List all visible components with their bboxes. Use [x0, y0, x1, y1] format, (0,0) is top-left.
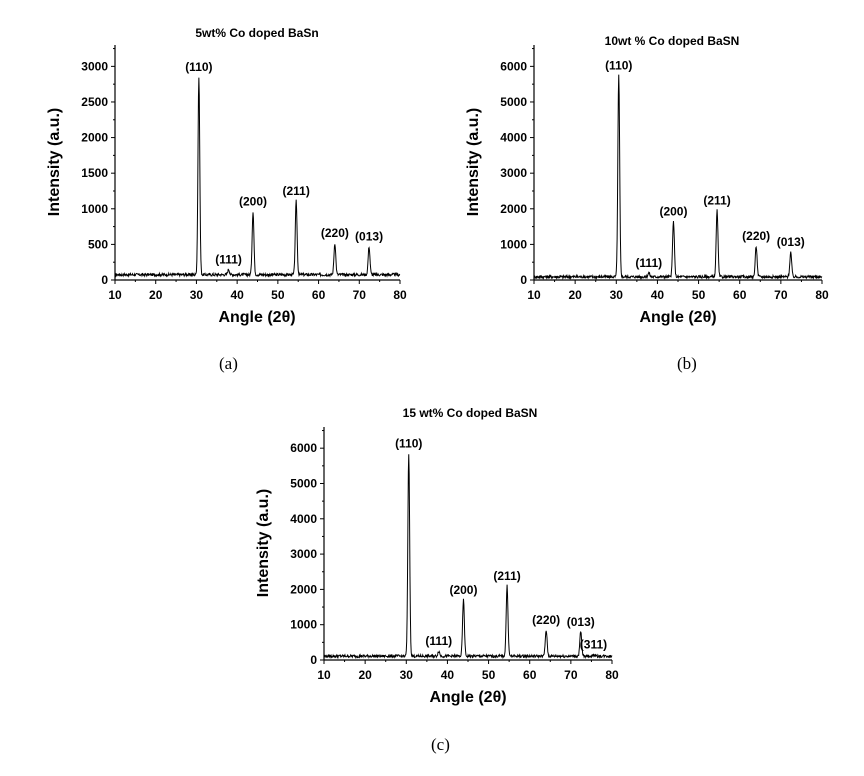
- y-tick-label: 5000: [290, 476, 317, 490]
- y-tick-label: 4000: [500, 131, 527, 145]
- peak-label: (111): [425, 634, 452, 648]
- y-tick-label: 0: [520, 273, 527, 287]
- chart-title: 15 wt% Co doped BaSN: [403, 406, 538, 420]
- chart-panel-c: 15 wt% Co doped BaSN Angle (2θ) Intensit…: [255, 406, 619, 706]
- peak-label: (013): [355, 230, 383, 244]
- x-tick-label: 30: [190, 288, 204, 302]
- peak-label: (110): [185, 60, 212, 74]
- peak-label: (111): [215, 252, 242, 266]
- y-tick-label: 2000: [81, 131, 108, 145]
- x-tick-label: 50: [692, 288, 706, 302]
- x-tick-label: 70: [774, 288, 788, 302]
- y-tick-label: 1500: [81, 166, 108, 180]
- x-tick-label: 50: [482, 668, 496, 682]
- x-tick-label: 80: [605, 668, 619, 682]
- y-tick-label: 1000: [500, 237, 527, 251]
- x-tick-label: 60: [733, 288, 747, 302]
- chart-panel-b: 10wt % Co doped BaSN Angle (2θ) Intensit…: [465, 34, 829, 326]
- x-tick-label: 80: [815, 288, 829, 302]
- x-tick-label: 20: [149, 288, 163, 302]
- peak-label: (013): [567, 615, 595, 629]
- chart-panel-a: 5wt% Co doped BaSn Angle (2θ) Intensity …: [46, 26, 407, 326]
- peak-label: (220): [532, 613, 560, 627]
- y-tick-label: 500: [88, 237, 108, 251]
- panel-label-c: (c): [431, 735, 450, 754]
- peak-label: (013): [777, 235, 805, 249]
- x-tick-label: 60: [312, 288, 326, 302]
- x-tick-label: 80: [393, 288, 407, 302]
- x-tick-label: 30: [610, 288, 624, 302]
- y-tick-label: 6000: [500, 59, 527, 73]
- x-tick-label: 20: [358, 668, 372, 682]
- x-tick-label: 40: [441, 668, 455, 682]
- peak-label: (211): [703, 194, 730, 208]
- x-tick-label: 30: [400, 668, 414, 682]
- y-axis-label: Intensity (a.u.): [46, 108, 63, 216]
- x-axis-label: Angle (2θ): [218, 309, 295, 326]
- y-tick-label: 2000: [500, 202, 527, 216]
- y-tick-label: 2500: [81, 95, 108, 109]
- y-tick-label: 6000: [290, 441, 317, 455]
- y-tick-label: 4000: [290, 512, 317, 526]
- peak-label: (311): [580, 638, 607, 652]
- x-axis-label: Angle (2θ): [429, 689, 506, 706]
- chart-title: 5wt% Co doped BaSn: [195, 26, 318, 40]
- chart-title: 10wt % Co doped BaSN: [605, 34, 740, 48]
- y-tick-label: 3000: [290, 547, 317, 561]
- x-tick-label: 20: [568, 288, 582, 302]
- peak-label: (211): [493, 569, 520, 583]
- y-tick-label: 5000: [500, 95, 527, 109]
- x-tick-label: 10: [108, 288, 122, 302]
- y-tick-label: 2000: [290, 582, 317, 596]
- peak-label: (200): [449, 583, 477, 597]
- y-tick-label: 1000: [81, 202, 108, 216]
- x-tick-label: 50: [271, 288, 285, 302]
- panel-label-b: (b): [677, 354, 697, 373]
- y-tick-label: 0: [310, 653, 317, 667]
- x-tick-label: 10: [527, 288, 541, 302]
- y-axis-label: Intensity (a.u.): [465, 108, 482, 216]
- x-tick-label: 70: [564, 668, 578, 682]
- panel-label-a: (a): [219, 354, 238, 373]
- peak-label: (111): [635, 256, 662, 270]
- x-tick-label: 70: [353, 288, 367, 302]
- x-tick-label: 10: [317, 668, 331, 682]
- peak-label: (211): [282, 184, 309, 198]
- peak-label: (220): [742, 229, 770, 243]
- peak-label: (110): [395, 436, 422, 450]
- peak-label: (110): [605, 58, 632, 72]
- peak-label: (200): [659, 204, 687, 218]
- xrd-trace: [533, 74, 823, 281]
- x-axis-label: Angle (2θ): [639, 309, 716, 326]
- y-tick-label: 3000: [500, 166, 527, 180]
- y-tick-label: 1000: [290, 618, 317, 632]
- xrd-trace: [114, 77, 401, 279]
- y-tick-label: 0: [101, 273, 108, 287]
- y-tick-label: 3000: [81, 59, 108, 73]
- peak-label: (200): [239, 195, 267, 209]
- peak-label: (220): [321, 226, 349, 240]
- x-tick-label: 40: [230, 288, 244, 302]
- x-tick-label: 40: [651, 288, 665, 302]
- x-tick-label: 60: [523, 668, 537, 682]
- xrd-trace: [323, 454, 613, 660]
- y-axis-label: Intensity (a.u.): [255, 489, 272, 597]
